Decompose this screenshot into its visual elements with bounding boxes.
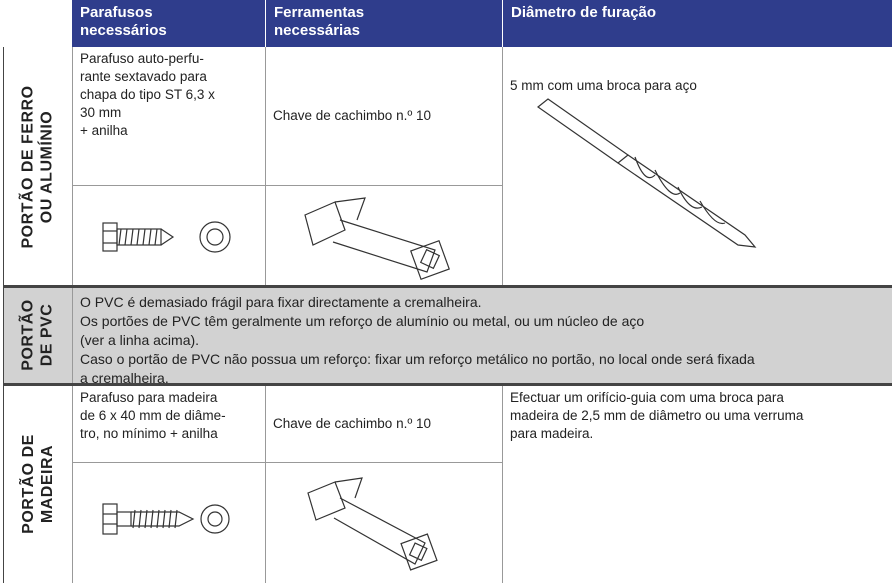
tool-cell: Chave de cachimbo n.º 10 <box>265 386 502 462</box>
text-line: Caso o portão de PVC não possua um refor… <box>80 351 755 367</box>
row-label: PORTÃO DE PVC <box>3 286 72 384</box>
wrench-icon <box>304 197 450 280</box>
drill-icon <box>536 98 757 248</box>
text-line: + anilha <box>80 123 128 138</box>
label-text: PORTÃO DE FERRO <box>19 84 37 249</box>
border <box>3 285 892 288</box>
border <box>3 47 4 583</box>
text-line: para madeira. <box>510 426 594 441</box>
screw-icon <box>102 221 231 253</box>
label-text: MADEIRA <box>38 444 56 523</box>
text-line: O PVC é demasiado frágil para fixar dire… <box>80 294 482 310</box>
diameter-cell: Efectuar um orifício-guia com uma broca … <box>502 386 892 506</box>
screw-cell: Parafuso auto-perfu- rante sextavado par… <box>72 47 265 185</box>
text-line: Os portões de PVC têm geralmente um refo… <box>80 313 645 329</box>
screw-cell: Parafuso para madeira de 6 x 40 mm de di… <box>72 386 265 462</box>
label-text: PORTÃO DE <box>19 433 37 534</box>
text-line: 5 mm com uma broca para aço <box>510 78 697 93</box>
row-label: PORTÃO DE MADEIRA <box>3 384 72 583</box>
text-line: a cremalheira. <box>80 370 169 386</box>
header-text: necessárias <box>274 22 360 39</box>
label-text: OU ALUMÍNIO <box>38 110 56 223</box>
text-line: Chave de cachimbo n.º 10 <box>273 108 432 123</box>
diameter-cell: 5 mm com uma broca para aço <box>502 47 892 286</box>
header-cell: Ferramentas necessárias <box>265 0 502 47</box>
border <box>72 47 73 583</box>
text-line: Parafuso auto-perfu- <box>80 51 204 66</box>
pvc-cell: O PVC é demasiado frágil para fixar dire… <box>72 288 892 386</box>
text-line: madeira de 2,5 mm de diâmetro ou uma ver… <box>510 408 804 423</box>
label-text: DE PVC <box>38 303 56 367</box>
text-line: Chave de cachimbo n.º 10 <box>273 416 432 431</box>
border <box>502 47 503 286</box>
text-line: 30 mm <box>80 105 122 120</box>
border <box>265 384 266 583</box>
text-line: tro, no mínimo + anilha <box>80 426 218 441</box>
row-label: PORTÃO DE FERRO OU ALUMÍNIO <box>3 47 72 286</box>
header-cell: Diâmetro de furação <box>502 0 892 47</box>
border <box>72 462 502 463</box>
text-line: Parafuso para madeira <box>80 390 218 405</box>
border <box>3 383 892 386</box>
header-text: Ferramentas <box>274 4 365 21</box>
pvc-row <box>3 286 892 384</box>
label-text: PORTÃO <box>19 299 37 371</box>
border <box>502 384 503 583</box>
header-text: Parafusos <box>80 4 153 21</box>
header-text: necessários <box>80 22 167 39</box>
tool-cell: Chave de cachimbo n.º 10 <box>265 47 502 185</box>
text-line: de 6 x 40 mm de diâme- <box>80 408 226 423</box>
text-line: chapa do tipo ST 6,3 x <box>80 87 215 102</box>
wrench-icon <box>307 477 438 571</box>
header-text: Diâmetro de furação <box>511 4 657 21</box>
border <box>72 185 502 186</box>
text-line: (ver a linha acima). <box>80 332 200 348</box>
text-line: rante sextavado para <box>80 69 207 84</box>
border <box>265 47 266 286</box>
header-cell: Parafusos necessários <box>72 0 265 47</box>
text-line: Efectuar um orifício-guia com uma broca … <box>510 390 784 405</box>
screw-icon <box>102 503 230 535</box>
